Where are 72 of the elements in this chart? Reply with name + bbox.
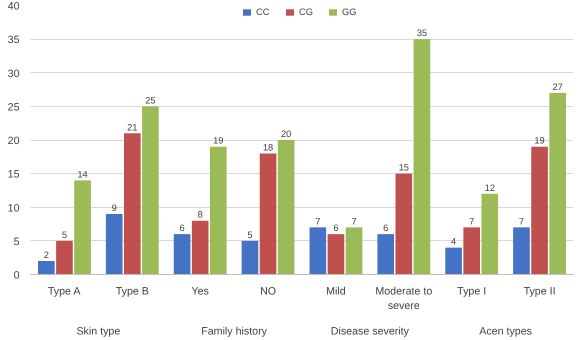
- bar: [242, 240, 258, 274]
- data-label: 7: [351, 216, 357, 226]
- x-tick-label: Type B: [116, 286, 149, 298]
- bar: [481, 194, 498, 274]
- data-label: 7: [518, 216, 524, 226]
- data-label: 7: [315, 216, 320, 226]
- data-label: 8: [198, 210, 203, 220]
- y-tick-label: 0: [14, 270, 20, 282]
- legend-label: CG: [299, 7, 314, 17]
- bar: [310, 227, 326, 274]
- bar: [377, 234, 394, 274]
- y-tick-label: 5: [14, 236, 20, 248]
- data-label: 35: [416, 28, 428, 38]
- bar: [395, 174, 412, 274]
- bar: [38, 261, 55, 274]
- bar: [328, 234, 344, 274]
- data-label: 15: [398, 162, 410, 173]
- text: Family history: [201, 326, 268, 338]
- bar: [445, 248, 462, 274]
- text: Disease severity: [330, 326, 410, 338]
- text: Skin type: [76, 326, 120, 338]
- y-tick-label: 10: [8, 202, 20, 214]
- y-tick-label: 25: [8, 101, 20, 114]
- bar: [174, 234, 190, 274]
- x-tick-label: Type II: [524, 286, 556, 298]
- data-label: 4: [450, 236, 456, 247]
- data-label: 9: [112, 202, 117, 213]
- bar: [463, 227, 480, 274]
- bar: [513, 227, 530, 274]
- bar: [549, 92, 566, 274]
- data-label: 2: [44, 250, 49, 260]
- data-label: 5: [247, 230, 253, 240]
- data-label: 12: [484, 182, 495, 193]
- bar: [278, 140, 294, 274]
- y-tick-label: 30: [8, 68, 20, 80]
- data-label: 20: [280, 129, 292, 139]
- bar: [106, 214, 123, 274]
- x-tick-label: Type I: [457, 286, 486, 298]
- x-tick-label: Moderate to severe: [375, 286, 432, 312]
- y-tick-label: 20: [8, 135, 20, 147]
- bar: [74, 180, 91, 274]
- data-label: 21: [127, 122, 138, 132]
- legend-label: GG: [342, 7, 358, 17]
- x-tick-label: NO: [260, 286, 276, 298]
- text: Acen types: [479, 326, 532, 338]
- data-label: 25: [145, 95, 156, 106]
- bar: [56, 240, 73, 274]
- bar: [210, 146, 227, 274]
- data-label: 19: [213, 136, 224, 146]
- x-tick-label: Type A: [48, 286, 82, 298]
- data-label: 5: [62, 230, 68, 240]
- x-tick-label: Mild: [326, 286, 346, 298]
- bar: [192, 220, 209, 274]
- legend-label: CC: [256, 7, 270, 17]
- data-label: 14: [77, 169, 88, 180]
- data-label: 6: [383, 223, 388, 234]
- data-label: 7: [469, 216, 474, 226]
- bar: [414, 39, 430, 274]
- y-tick-label: 35: [8, 34, 20, 46]
- bar: [260, 153, 276, 274]
- bar: [124, 133, 141, 274]
- y-tick-label: 15: [8, 168, 20, 181]
- bar: [531, 146, 548, 274]
- data-label: 18: [262, 142, 274, 152]
- data-label: 19: [534, 136, 545, 146]
- bar: [142, 106, 159, 274]
- data-label: 6: [333, 223, 339, 234]
- data-label: 27: [552, 82, 563, 92]
- bar: [346, 227, 362, 274]
- y-tick-label: 40: [8, 0, 20, 12]
- x-tick-label: Yes: [191, 286, 209, 298]
- data-label: 6: [179, 223, 185, 234]
